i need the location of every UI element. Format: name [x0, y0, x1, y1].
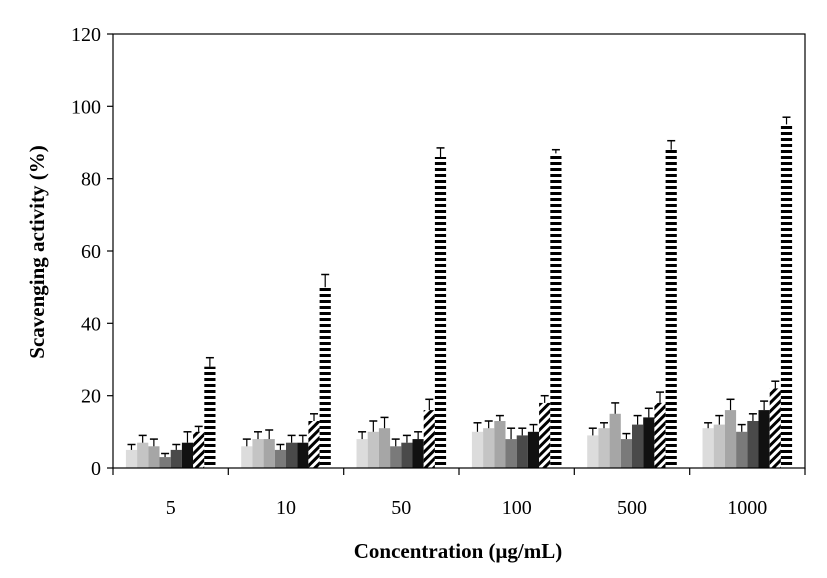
bar [747, 421, 759, 468]
bar [632, 424, 644, 468]
bar [654, 402, 666, 468]
y-tick-label: 100 [71, 96, 101, 118]
bar [390, 446, 402, 468]
bar [702, 428, 714, 468]
bar [724, 410, 737, 468]
bar [736, 431, 748, 468]
bar [539, 402, 551, 468]
bar [483, 428, 495, 468]
bar [241, 446, 253, 468]
labels-layer: 5 10 50 100 500 1000 0 20 40 60 80 100 120 [71, 24, 767, 519]
y-tick-label: 80 [81, 169, 101, 191]
bar [319, 287, 331, 468]
axes-layer [107, 33, 806, 475]
bar [550, 153, 562, 468]
x-tick-label: 10 [276, 497, 296, 519]
bar [769, 388, 781, 468]
bar [713, 424, 725, 468]
bar [471, 431, 484, 468]
bar [609, 413, 621, 469]
x-tick-label: 100 [502, 497, 532, 519]
bar [170, 449, 182, 468]
x-tick-label: 1000 [727, 497, 767, 519]
y-tick-label: 40 [81, 313, 101, 335]
bar [587, 435, 599, 468]
bar [181, 442, 194, 468]
bar [434, 157, 447, 468]
bars-layer [125, 124, 793, 469]
bar [401, 442, 413, 468]
bar [125, 449, 138, 468]
bar [367, 431, 379, 468]
y-axis-title: Scavenging activity (%) [25, 145, 49, 358]
x-tick-label: 50 [391, 497, 411, 519]
bar [263, 439, 275, 468]
x-axis-title: Concentration (μg/mL) [354, 539, 562, 563]
bar [780, 124, 793, 469]
bar [297, 442, 309, 468]
bar [516, 435, 528, 468]
bar [274, 449, 286, 468]
bar [378, 428, 391, 468]
y-tick-label: 120 [71, 24, 101, 46]
bar [204, 366, 216, 468]
error-bars-layer [127, 116, 791, 458]
x-tick-label: 500 [617, 497, 647, 519]
bar [643, 417, 655, 468]
bar [758, 410, 770, 468]
bar [308, 421, 320, 468]
bar [193, 431, 205, 468]
bar [598, 428, 610, 468]
plot-frame [112, 33, 806, 469]
y-tick-label: 60 [81, 241, 101, 263]
bar [505, 439, 517, 468]
bar [527, 431, 540, 468]
bar [137, 442, 149, 468]
bar [665, 149, 677, 468]
bar [423, 410, 435, 468]
bar [356, 439, 368, 468]
bar [412, 439, 424, 468]
y-tick-label: 0 [91, 458, 101, 480]
bar [620, 439, 632, 468]
bar [494, 421, 506, 468]
bar [286, 442, 298, 468]
y-tick-label: 20 [81, 386, 101, 408]
x-tick-label: 5 [166, 497, 176, 519]
bar [148, 446, 160, 468]
bar [159, 457, 171, 468]
bar [252, 439, 264, 468]
